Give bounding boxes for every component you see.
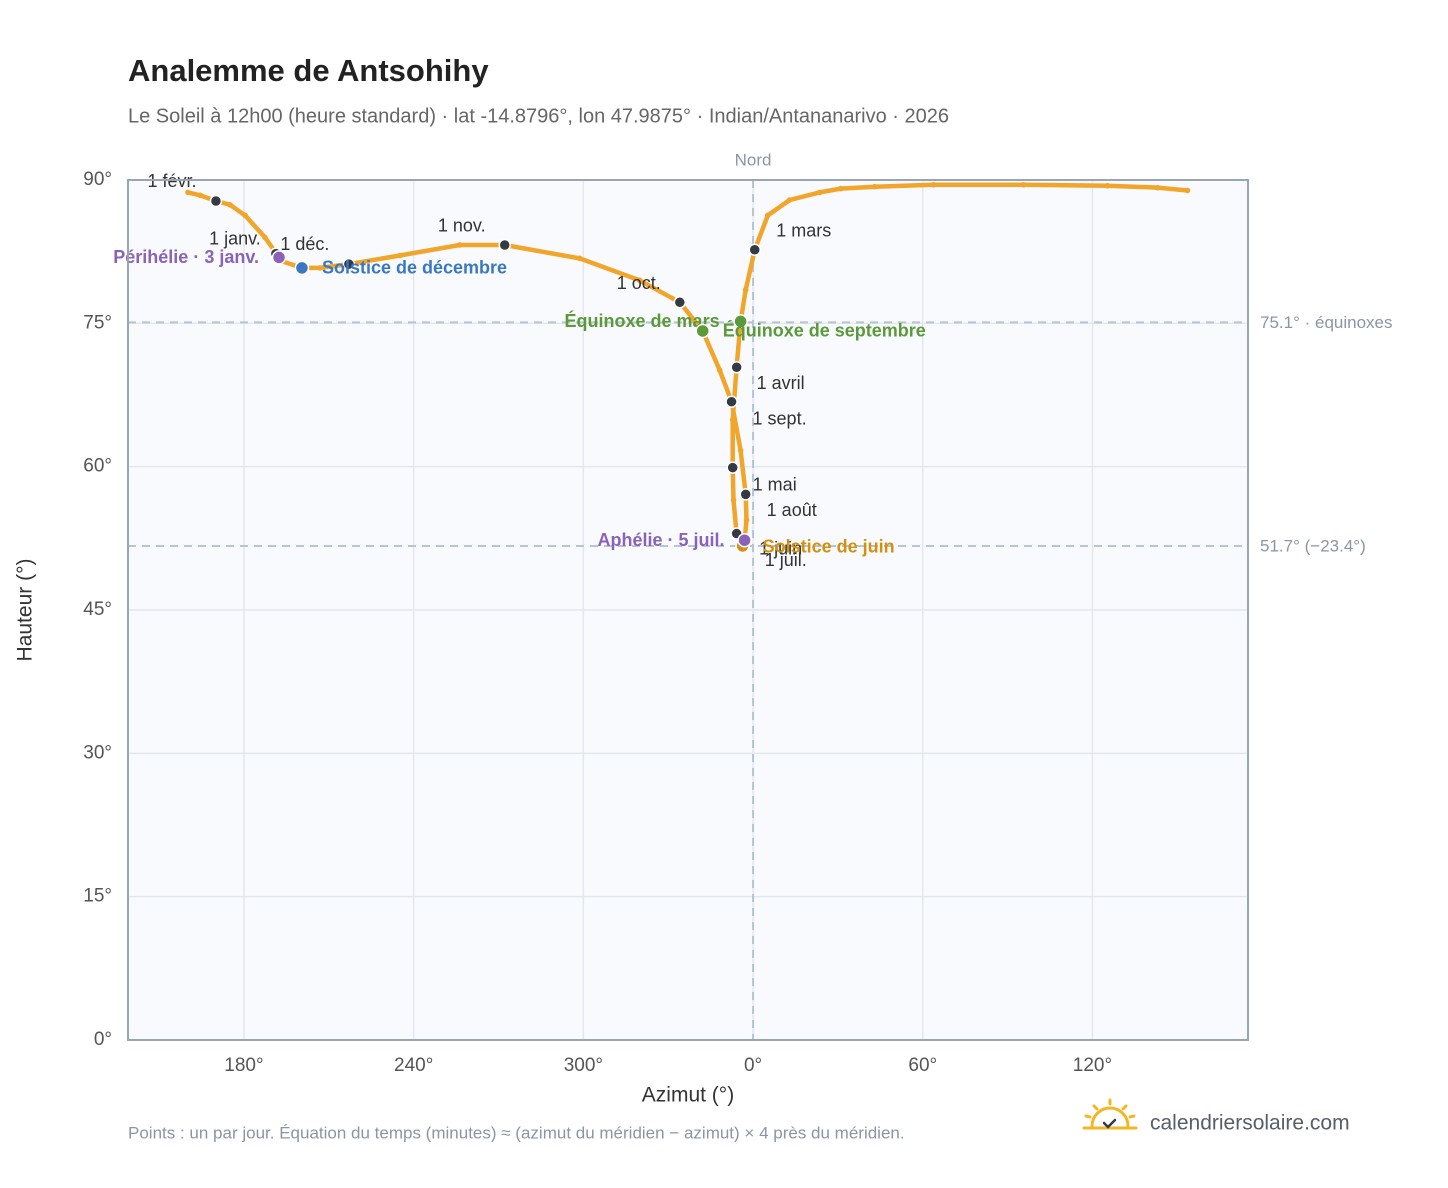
reference-label: 75.1° · équinoxes [1260,313,1393,332]
month-marker [342,257,356,271]
day-point [456,242,463,248]
ray [1121,1104,1128,1111]
month-marker [730,361,743,374]
x-tick-label: 60° [908,1055,937,1076]
day-point [930,181,937,188]
day-point [242,212,248,219]
month-label: 1 juil. [765,550,807,570]
day-point [1020,181,1027,188]
month-marker [739,488,752,501]
event-marker [733,314,748,329]
chart-title: Analemme de Antsohihy [128,53,489,88]
x-tick-label: 240° [394,1055,433,1076]
x-tick-label: 120° [1073,1055,1112,1076]
day-point [1104,182,1111,189]
footnote: Points : un par jour. Équation du temps … [128,1123,905,1142]
day-point [764,212,771,219]
month-marker [725,395,738,408]
day-point [742,287,749,293]
month-label: 1 sept. [753,408,807,428]
day-point [716,367,723,373]
check [1102,1118,1117,1129]
event-marker [695,323,710,339]
y-tick-label: 30° [83,742,112,763]
day-point [227,202,233,208]
x-axis-label: Azimut (°) [642,1084,734,1107]
brand: calendriersolaire.com [1150,1112,1350,1135]
event-marker [737,532,752,548]
day-point [262,234,268,241]
day-point [197,192,203,199]
chart-subtitle: Le Soleil à 12h00 (heure standard) · lat… [128,105,949,127]
day-point [185,189,191,196]
y-tick-label: 45° [83,599,112,620]
event-marker [294,260,310,276]
ray [1128,1114,1136,1119]
day-point [1184,187,1191,194]
day-point [317,265,323,271]
event-label: Équinoxe de mars [565,310,720,331]
month-label: 1 mars [776,221,831,241]
y-tick-label: 75° [83,312,112,333]
brand-logo [1082,1098,1138,1130]
y-tick-label: 0° [94,1029,112,1050]
grid [128,179,1248,1041]
day-point [1154,184,1161,191]
plot-border [127,179,1249,1041]
month-label: 1 mai [753,474,797,494]
month-label: 1 oct. [617,273,661,293]
sun-arc [1090,1106,1130,1128]
month-marker [748,243,761,257]
y-tick-label: 90° [83,169,112,190]
day-point [636,277,643,284]
day-point [729,417,736,423]
y-tick-label: 15° [83,886,112,907]
day-point [871,183,878,190]
month-label: 1 déc. [280,234,329,254]
x-tick-label: 0° [744,1055,762,1076]
month-marker [726,461,739,474]
month-label: 1 avril [757,373,805,393]
month-label: 1 août [767,500,817,520]
reference-label: Nord [735,150,772,169]
y-axis-label: Hauteur (°) [14,559,37,662]
ray [1084,1114,1092,1119]
month-marker [498,238,511,252]
day-point [786,197,793,203]
day-point [576,255,583,262]
x-tick-label: 300° [564,1055,603,1076]
event-label: Périhélie · 3 janv. [113,247,259,267]
ray [1092,1104,1099,1111]
event-label: Solstice de décembre [322,258,507,278]
month-marker [673,296,687,309]
y-tick-label: 60° [83,456,112,477]
month-marker [209,194,223,208]
event-marker [271,250,287,265]
reference-label: 51.7° (−23.4°) [1260,536,1366,555]
day-point [743,517,750,523]
x-tick-label: 180° [224,1055,263,1076]
month-label: 1 juin [759,538,802,558]
month-label: 1 janv. [209,228,261,248]
day-point [737,447,744,454]
day-point [816,189,823,196]
event-label: Aphélie · 5 juil. [598,530,725,550]
day-point [837,185,844,192]
event-label: Équinoxe de septembre [723,320,926,341]
event-label: Solstice de juin [763,537,895,557]
day-point [730,497,737,503]
day-point [396,252,403,259]
month-label: 1 nov. [438,216,486,236]
